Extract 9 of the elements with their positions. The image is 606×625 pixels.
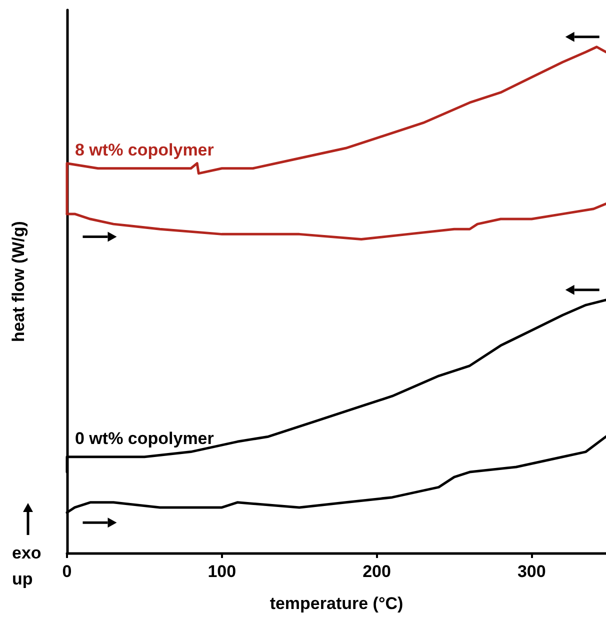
x-tick-label: 0 <box>62 562 72 581</box>
series-label: 8 wt% copolymer <box>75 140 214 160</box>
x-tick-label: 300 <box>517 562 546 581</box>
x-tick-label: 200 <box>362 562 391 581</box>
series-label: 0 wt% copolymer <box>75 428 214 448</box>
text: exo up <box>12 544 42 588</box>
y-axis-title: heat flow (W/g) <box>9 221 28 342</box>
x-tick-label: 100 <box>208 562 236 581</box>
x-axis-title: temperature (°C) <box>270 594 404 613</box>
